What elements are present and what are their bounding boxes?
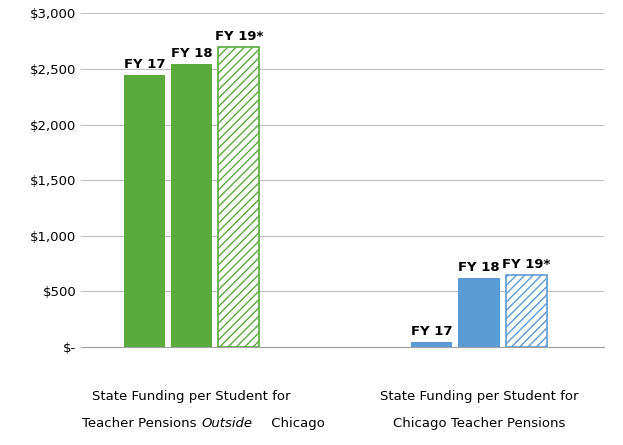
Text: State Funding per Student for: State Funding per Student for	[380, 391, 578, 404]
Text: State Funding per Student for: State Funding per Student for	[92, 391, 291, 404]
Bar	[505, 275, 547, 347]
Text: FY 19*: FY 19*	[214, 30, 263, 43]
Text: Outside: Outside	[201, 417, 252, 430]
Text: FY 19*: FY 19*	[502, 258, 550, 271]
Bar	[459, 278, 500, 347]
Bar	[171, 64, 212, 347]
Text: FY 17: FY 17	[123, 58, 165, 71]
Bar	[411, 342, 452, 347]
Bar	[218, 47, 259, 347]
Text: Chicago: Chicago	[267, 417, 325, 430]
Text: FY 17: FY 17	[411, 325, 452, 338]
Text: FY 18: FY 18	[458, 261, 500, 274]
Text: Chicago Teacher Pensions: Chicago Teacher Pensions	[393, 417, 565, 430]
Bar	[218, 47, 259, 347]
Bar	[505, 275, 547, 347]
Text: FY 18: FY 18	[171, 47, 212, 60]
Bar	[124, 75, 165, 347]
Text: Teacher Pensions: Teacher Pensions	[82, 417, 201, 430]
